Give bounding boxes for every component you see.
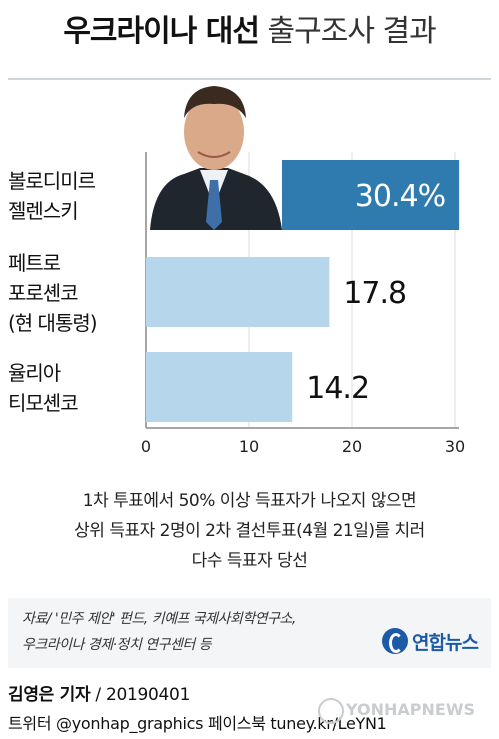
- watermark-text: YONHAPNEWS: [346, 700, 475, 719]
- note-line-1: 1차 투표에서 50% 이상 득표자가 나오지 않으면: [82, 491, 417, 511]
- title-light: 출구조사 결과: [267, 14, 437, 49]
- category-label-2-2: 포로셴코: [8, 281, 78, 305]
- logo-text: 연합뉴스: [412, 632, 479, 654]
- page-title: 우크라이나 대선 출구조사 결과: [0, 6, 499, 50]
- category-label-1-1: 볼로디미르: [8, 169, 96, 193]
- value-label-2: 17.8: [343, 276, 406, 311]
- x-tick-label-10: 10: [239, 437, 259, 456]
- x-tick-label-30: 30: [445, 437, 465, 456]
- note-line-2: 상위 득표자 2명이 2차 결선투표(4월 21일)를 치러: [74, 521, 425, 541]
- title-divider: [8, 78, 491, 80]
- title-bold: 우크라이나 대선: [63, 14, 260, 49]
- date: / 20190401: [90, 685, 191, 705]
- category-label-3-2: 티모셴코: [8, 391, 78, 415]
- category-label-2-3: (현 대통령): [8, 311, 97, 335]
- byline: 김영은 기자 / 20190401: [8, 680, 190, 705]
- x-tick-label-20: 20: [342, 437, 362, 456]
- bar-2: [146, 257, 330, 327]
- value-label-1: 30.4%: [355, 179, 445, 214]
- bar-3: [146, 352, 293, 422]
- source-box: 자료/ '민주 제안' 펀드, 키예프 국제사회학연구소, 우크라이나 경제·정…: [8, 598, 491, 668]
- category-label-1-2: 젤렌스키: [8, 199, 78, 223]
- politician-photo: [150, 86, 282, 230]
- social-links: 트위터 @yonhap_graphics 페이스북 tuney.kr/LeYN1: [8, 714, 387, 733]
- category-label-2-1: 페트로: [8, 251, 61, 275]
- note-line-3: 다수 득표자 당선: [191, 551, 308, 571]
- source-line-1: 자료/ '민주 제안' 펀드, 키예프 국제사회학연구소,: [22, 611, 296, 627]
- bar-1: [282, 160, 460, 230]
- source-line-2: 우크라이나 경제·정치 연구센터 등: [22, 637, 212, 653]
- x-tick-label-0: 0: [141, 437, 151, 456]
- yonhap-logo: 연합뉴스: [382, 626, 486, 658]
- value-label-3: 14.2: [306, 371, 369, 406]
- watermark-icon: [318, 698, 344, 724]
- watermark: YONHAPNEWS: [318, 698, 494, 724]
- category-label-3-1: 율리아: [8, 361, 61, 385]
- yonhap-logo-icon: [382, 628, 408, 654]
- author: 김영은 기자: [8, 685, 91, 705]
